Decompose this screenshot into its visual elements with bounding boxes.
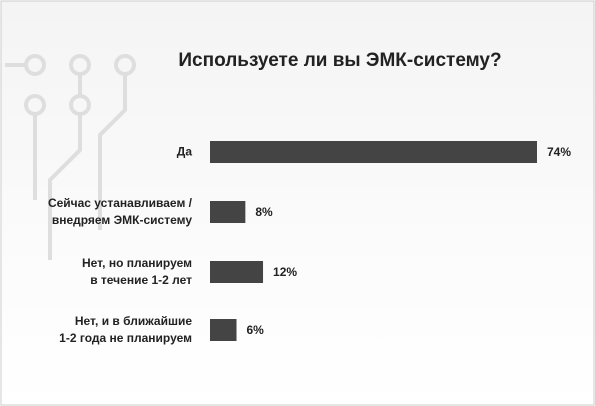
- category-label: Сейчас устанавливаем / внедряем ЭМК-сист…: [47, 196, 192, 227]
- category-label: Да: [176, 144, 192, 159]
- value-label: 12%: [273, 265, 297, 279]
- bar: [210, 141, 537, 163]
- value-label: 74%: [547, 145, 571, 159]
- bar: [210, 261, 264, 283]
- chart-title: Используете ли вы ЭМК-систему?: [178, 50, 501, 71]
- value-label: 6%: [247, 323, 265, 337]
- value-label: 8%: [255, 205, 273, 219]
- bar: [210, 319, 237, 341]
- category-label: Нет, но планируем в течение 1-2 лет: [82, 256, 192, 287]
- circuit-decoration: [5, 54, 136, 260]
- category-label: Нет, и в ближайшие 1-2 года не планируем: [59, 314, 192, 345]
- bar: [210, 201, 246, 223]
